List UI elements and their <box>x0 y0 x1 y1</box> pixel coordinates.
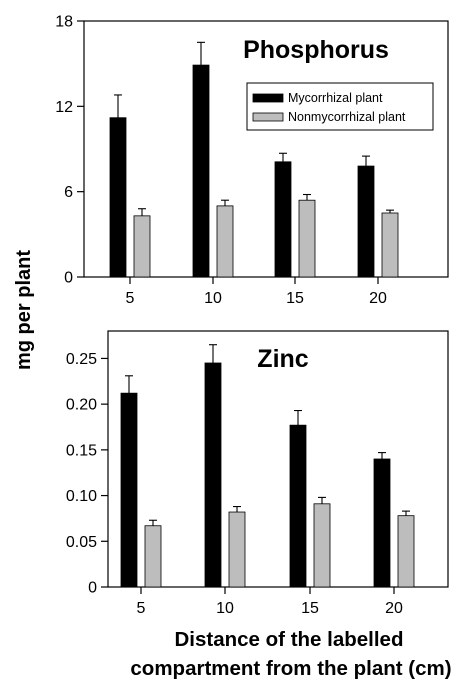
x-tick-label: 5 <box>126 290 135 307</box>
bar-mycorrhizal <box>357 165 375 278</box>
legend-swatch-nonmycorrhizal <box>252 112 284 122</box>
y-tick-label: 0.20 <box>66 397 97 414</box>
x-tick-label: 10 <box>204 290 222 307</box>
bar-mycorrhizal <box>373 458 391 588</box>
plot-frame <box>83 20 449 278</box>
y-tick-label: 12 <box>55 99 73 116</box>
bar-mycorrhizal <box>192 64 210 278</box>
legend-swatch-mycorrhizal <box>252 93 284 103</box>
y-tick-label: 0.05 <box>66 534 97 551</box>
x-tick-label: 10 <box>216 600 234 617</box>
chart-title: Zinc <box>257 345 308 373</box>
bar-mycorrhizal <box>289 424 307 588</box>
y-tick-label: 0 <box>64 270 73 287</box>
x-axis-label-line-2: compartment from the plant (cm) <box>130 657 451 680</box>
plot-frame <box>107 330 449 588</box>
bar-mycorrhizal <box>109 117 127 278</box>
bar-nonmycorrhizal <box>228 511 246 588</box>
y-tick-label: 6 <box>64 184 73 201</box>
chart-title: Phosphorus <box>243 36 389 64</box>
y-tick-label: 0.10 <box>66 488 97 505</box>
y-tick-label: 0.15 <box>66 442 97 459</box>
legend-box <box>246 82 434 131</box>
y-axis-label: mg per plant <box>13 250 35 370</box>
bar-mycorrhizal <box>204 362 222 588</box>
bar-nonmycorrhizal <box>133 215 151 278</box>
x-tick-label: 20 <box>369 290 387 307</box>
bars <box>109 41 399 278</box>
zinc-panel: Zinc 0 0.05 0.10 0.15 0.20 0.25 5 10 15 20 <box>66 330 449 617</box>
bar-nonmycorrhizal <box>216 205 234 278</box>
axis-ticks: 0 0.05 0.10 0.15 0.20 0.25 5 10 15 20 <box>66 351 403 617</box>
bar-nonmycorrhizal <box>298 199 316 278</box>
bars <box>120 344 415 588</box>
bar-nonmycorrhizal <box>144 525 162 588</box>
bar-mycorrhizal <box>274 161 292 278</box>
x-tick-label: 15 <box>301 600 319 617</box>
y-tick-label: 0 <box>88 580 97 597</box>
legend: Mycorrhizal plant Nonmycorrhizal plant <box>246 82 434 131</box>
bar-mycorrhizal <box>120 392 138 588</box>
phosphorus-panel: Phosphorus 0 6 12 18 5 10 15 20 Mycorrhizal pla… <box>55 14 449 308</box>
x-tick-label: 5 <box>137 600 146 617</box>
x-tick-label: 20 <box>385 600 403 617</box>
y-tick-label: 18 <box>55 14 73 31</box>
axis-ticks: 0 6 12 18 5 10 15 20 <box>55 14 387 308</box>
x-tick-label: 15 <box>286 290 304 307</box>
bar-nonmycorrhizal <box>397 515 415 588</box>
y-tick-label: 0.25 <box>66 351 97 368</box>
legend-label-nonmycorrhizal: Nonmycorrhizal plant <box>288 110 406 124</box>
x-axis-label-line-1: Distance of the labelled <box>175 628 404 651</box>
bar-nonmycorrhizal <box>313 503 331 588</box>
legend-label-mycorrhizal: Mycorrhizal plant <box>288 91 383 105</box>
bar-nonmycorrhizal <box>381 212 399 278</box>
